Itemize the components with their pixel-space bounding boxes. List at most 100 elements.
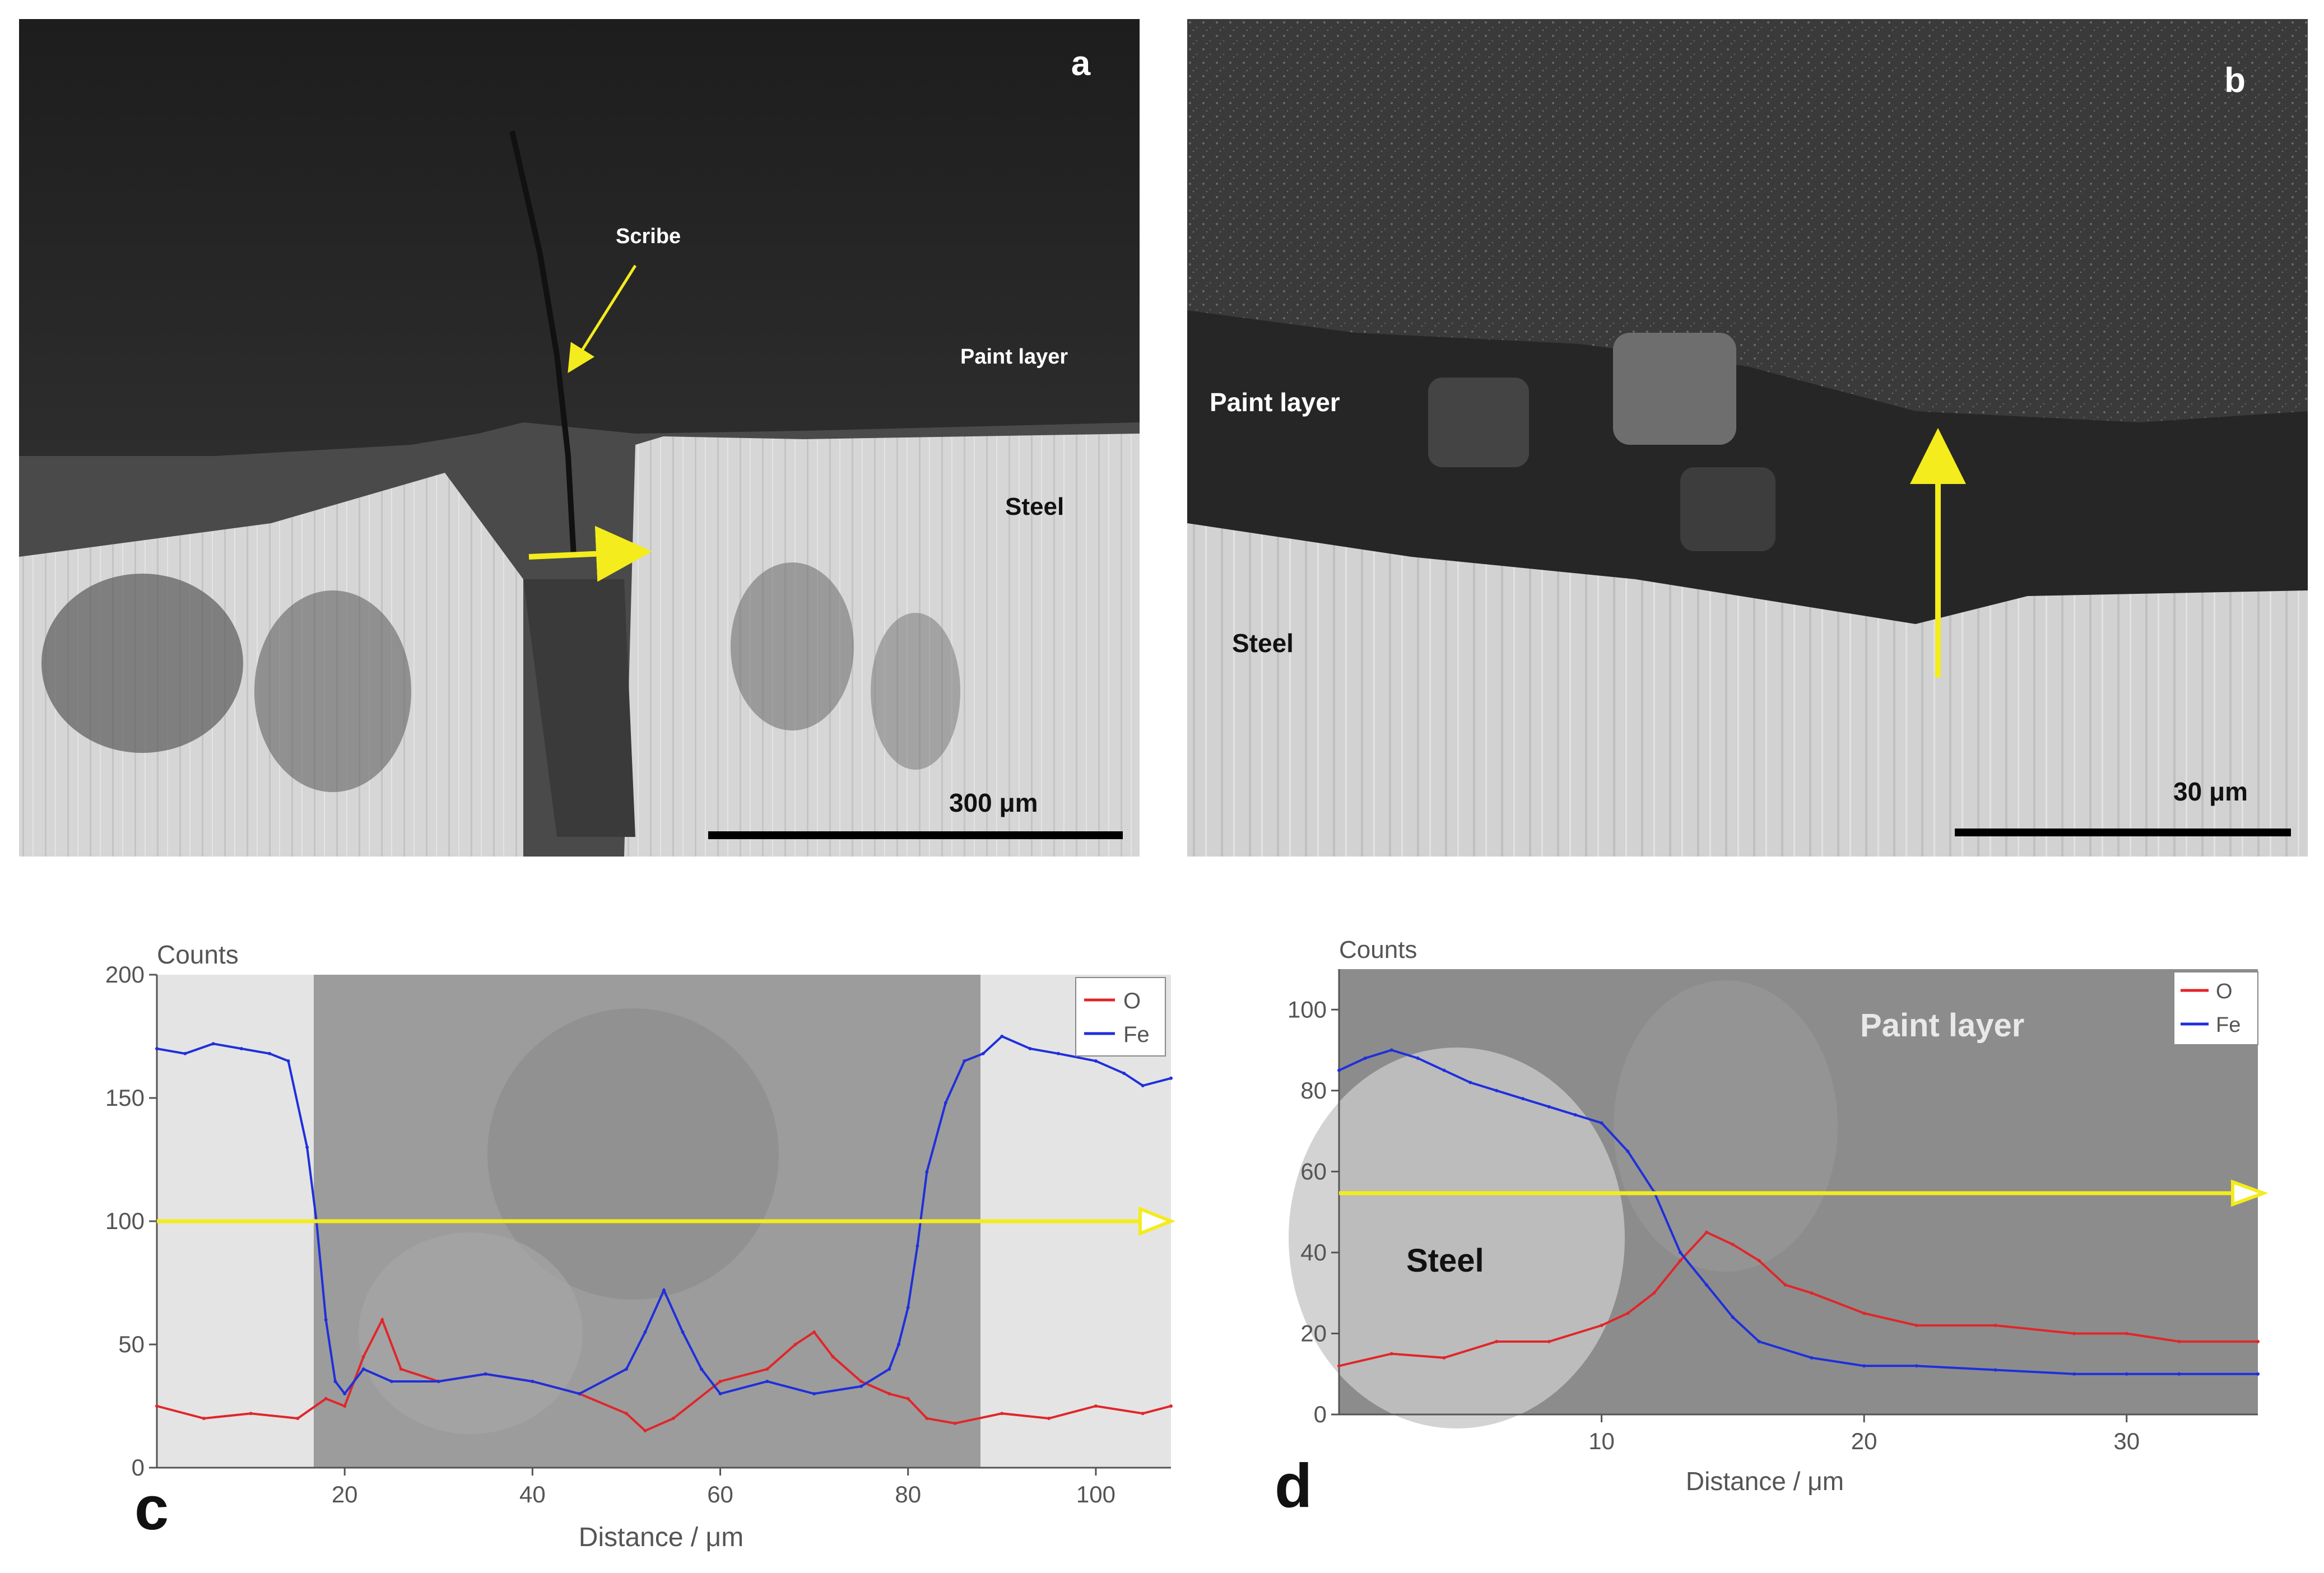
data-point-fe bbox=[1122, 1072, 1126, 1075]
data-point-o bbox=[887, 1392, 891, 1395]
data-point-o bbox=[155, 1404, 159, 1408]
data-point-o bbox=[2177, 1339, 2181, 1343]
data-point-o bbox=[765, 1367, 769, 1371]
data-point-o bbox=[1993, 1324, 1997, 1327]
y-tick-label: 20 bbox=[1300, 1320, 1327, 1346]
data-point-fe bbox=[700, 1367, 704, 1371]
panel-a-micrograph: a Scribe Paint layer Steel 300 μm bbox=[19, 19, 1140, 857]
data-point-o bbox=[793, 1343, 797, 1346]
data-point-o bbox=[925, 1417, 929, 1420]
data-point-fe bbox=[1705, 1283, 1708, 1287]
data-point-o bbox=[831, 1355, 835, 1358]
data-point-fe bbox=[624, 1367, 628, 1371]
scribe-groove bbox=[523, 579, 635, 837]
data-point-o bbox=[1679, 1259, 1682, 1263]
data-point-fe bbox=[963, 1059, 966, 1063]
x-axis-label-d: Distance / μm bbox=[1686, 1467, 1844, 1496]
data-point-fe bbox=[812, 1392, 816, 1395]
data-point-o bbox=[1169, 1404, 1173, 1408]
scale-label-b: 30 μm bbox=[2173, 777, 2248, 806]
data-point-fe bbox=[1363, 1057, 1367, 1060]
y-tick-label: 60 bbox=[1300, 1158, 1327, 1184]
legend-label-o-c: O bbox=[1123, 989, 1141, 1013]
y-tick-label: 40 bbox=[1300, 1239, 1327, 1265]
paint-layer-label-a: Paint layer bbox=[960, 345, 1068, 369]
scribe-pointer bbox=[568, 264, 637, 373]
data-point-fe bbox=[718, 1392, 722, 1395]
data-point-o bbox=[1442, 1356, 1446, 1360]
data-point-fe bbox=[2256, 1372, 2260, 1376]
data-point-fe bbox=[1169, 1076, 1173, 1080]
data-point-o bbox=[1600, 1324, 1603, 1327]
panel-b-micrograph: b Paint layer Steel 30 μm bbox=[1187, 19, 2308, 857]
x-tick-label: 20 bbox=[332, 1481, 358, 1507]
data-point-o bbox=[1141, 1412, 1145, 1416]
x-tick-label: 100 bbox=[1076, 1481, 1115, 1507]
linescan-chart-c: 0 50 100 150 200 20 40 60 80 100 O Fe Counts Dist… bbox=[105, 940, 1176, 1552]
data-point-o bbox=[380, 1318, 384, 1321]
data-point-o bbox=[2072, 1332, 2076, 1335]
data-point-o bbox=[859, 1380, 863, 1383]
data-point-fe bbox=[981, 1051, 985, 1055]
data-point-o bbox=[953, 1421, 957, 1425]
data-point-fe bbox=[1547, 1105, 1551, 1109]
data-point-fe bbox=[155, 1047, 159, 1050]
x-tick-label: 20 bbox=[1851, 1428, 1877, 1454]
data-point-fe bbox=[859, 1384, 863, 1388]
data-point-fe bbox=[1468, 1081, 1472, 1085]
y-axis-label-d: Counts bbox=[1339, 936, 1417, 964]
data-point-o bbox=[643, 1429, 647, 1432]
linescan-chart-d: 0 20 40 60 80 100 10 20 30 O Fe Paint layer Stee… bbox=[1275, 936, 2269, 1520]
data-point-fe bbox=[662, 1288, 666, 1292]
data-point-fe bbox=[1679, 1250, 1682, 1254]
data-point-fe bbox=[643, 1330, 647, 1334]
data-point-o bbox=[343, 1404, 347, 1408]
data-point-fe bbox=[305, 1146, 309, 1149]
micrograph-b: b Paint layer Steel 30 μm bbox=[1187, 19, 2308, 857]
data-point-fe bbox=[239, 1047, 243, 1050]
legend-d bbox=[2173, 971, 2258, 1045]
micrograph-a: a Scribe Paint layer Steel 300 μm bbox=[19, 19, 1140, 857]
data-point-fe bbox=[765, 1380, 769, 1383]
data-point-fe bbox=[484, 1372, 487, 1376]
data-point-fe bbox=[1416, 1057, 1420, 1060]
data-point-o bbox=[249, 1412, 253, 1416]
data-point-fe bbox=[1028, 1047, 1032, 1050]
data-point-fe bbox=[333, 1380, 337, 1383]
y-tick-label: 50 bbox=[118, 1331, 145, 1357]
x-axis-label-c: Distance / μm bbox=[579, 1523, 743, 1552]
scale-bar-a bbox=[708, 831, 1123, 839]
data-point-fe bbox=[896, 1343, 900, 1346]
data-point-fe bbox=[343, 1392, 347, 1395]
data-point-o bbox=[1495, 1339, 1499, 1343]
data-point-fe bbox=[1000, 1035, 1004, 1038]
data-point-fe bbox=[915, 1244, 919, 1248]
data-point-o bbox=[399, 1367, 403, 1371]
scale-bar-b bbox=[1955, 829, 2291, 836]
x-tick-label: 80 bbox=[895, 1481, 921, 1507]
y-tick-label: 80 bbox=[1300, 1077, 1327, 1104]
linescan-arrowhead-d bbox=[2231, 1179, 2269, 1207]
panel-letter-c: c bbox=[134, 1474, 169, 1543]
data-point-fe bbox=[1600, 1121, 1603, 1125]
data-point-fe bbox=[361, 1367, 365, 1371]
scale-label-a: 300 μm bbox=[949, 788, 1038, 817]
data-point-fe bbox=[1521, 1097, 1524, 1101]
legend-label-fe-d: Fe bbox=[2216, 1013, 2241, 1037]
panel-d-linescan: 0 20 40 60 80 100 10 20 30 O Fe Paint layer Stee… bbox=[1221, 902, 2314, 1563]
data-point-o bbox=[1757, 1259, 1761, 1263]
data-point-fe bbox=[324, 1318, 328, 1321]
y-tick-label: 100 bbox=[1288, 996, 1327, 1022]
data-point-o bbox=[1389, 1352, 1393, 1356]
data-point-o bbox=[812, 1330, 816, 1334]
y-tick-label: 200 bbox=[105, 961, 145, 988]
data-point-fe bbox=[1810, 1356, 1814, 1360]
y-tick-label: 150 bbox=[105, 1085, 145, 1111]
data-point-fe bbox=[1626, 1150, 1630, 1153]
data-point-o bbox=[1731, 1242, 1735, 1246]
data-point-fe bbox=[1993, 1368, 1997, 1372]
x-tick-label: 40 bbox=[519, 1481, 546, 1507]
steel-label-b: Steel bbox=[1232, 629, 1294, 658]
data-point-o bbox=[1047, 1417, 1051, 1420]
data-point-o bbox=[906, 1397, 910, 1400]
